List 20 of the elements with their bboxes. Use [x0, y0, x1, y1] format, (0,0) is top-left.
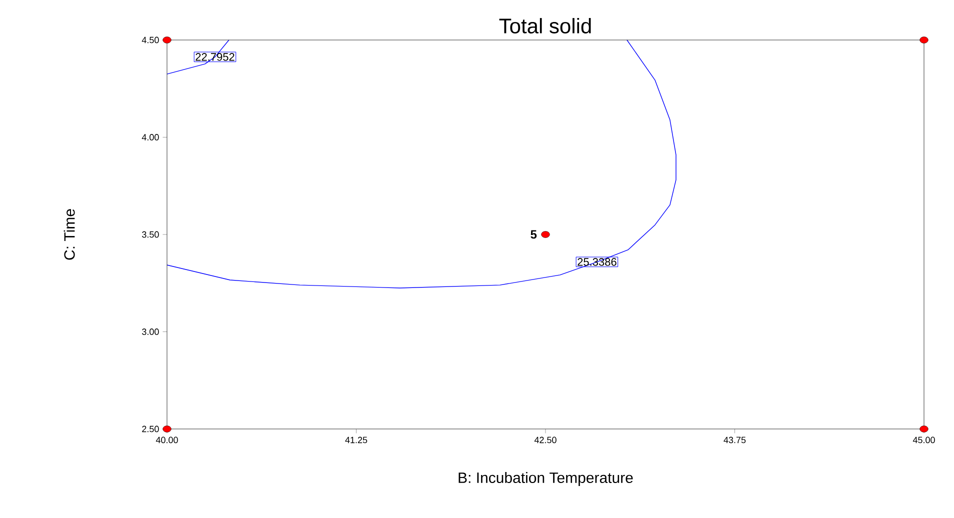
point	[162, 36, 172, 44]
x-tick-label: 41.25	[345, 436, 368, 444]
annotation: 5	[530, 230, 537, 239]
y-tick-label: 4.50	[142, 36, 159, 44]
x-axis-title: B: Incubation Temperature	[458, 472, 633, 486]
x-tick-label: 45.00	[912, 436, 935, 444]
point	[162, 426, 172, 432]
point	[920, 426, 928, 432]
x-tick-label: 40.00	[156, 436, 178, 444]
y-tick-label: 2.50	[142, 426, 159, 432]
point	[920, 36, 928, 44]
x-tick-label: 43.75	[724, 436, 746, 444]
point	[541, 231, 550, 238]
y-axis-title: C: Time	[64, 209, 75, 260]
line-series	[166, 40, 676, 288]
y-tick-label: 3.00	[142, 328, 159, 335]
y-tick-label: 3.50	[142, 231, 159, 238]
y-tick-label: 4.00	[142, 134, 159, 140]
x-tick-label: 42.50	[534, 436, 556, 444]
chart-title: Total solid	[499, 18, 591, 34]
